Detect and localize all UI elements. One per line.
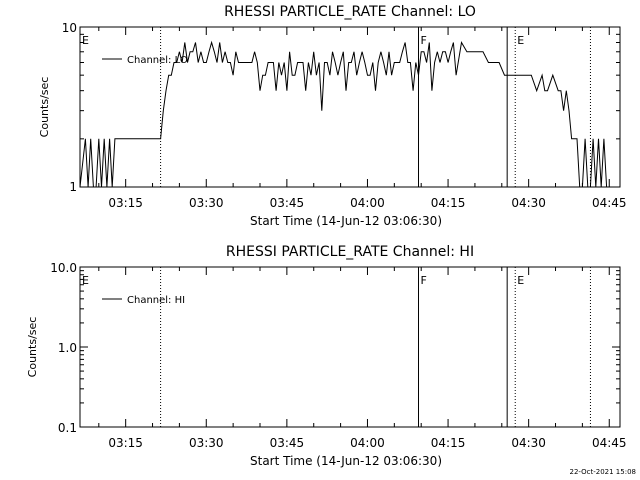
panel-lo-marker-label-2: F: [421, 34, 427, 47]
panel-lo-xtick-label-0: 03:15: [108, 196, 143, 210]
panel-hi-xtick-label-3: 04:00: [350, 436, 385, 450]
panel-lo-ylabel: Counts/sec: [38, 77, 51, 138]
panel-hi-xtick-label-4: 04:15: [431, 436, 466, 450]
panel-lo-xlabel: Start Time (14-Jun-12 03:06:30): [250, 214, 442, 228]
panel-lo-xticks: 03:15 03:30 03:45 04:00 04:15 04:30 04:45: [80, 26, 627, 210]
panel-hi-ytick-0.1: 0.1: [58, 421, 77, 435]
panel-lo-xtick-label-3: 04:00: [350, 196, 385, 210]
panel-lo: RHESSI PARTICLE_RATE Channel: LO Counts/…: [38, 4, 627, 228]
panel-hi-marker-label-4: E: [517, 274, 524, 287]
panel-hi-marker-label-2: F: [421, 274, 427, 287]
panel-lo-axes-frame: [79, 26, 621, 188]
panel-lo-xtick-label-2: 03:45: [270, 196, 305, 210]
panel-hi-xtick-label-2: 03:45: [270, 436, 305, 450]
panel-lo-xtick-label-1: 03:30: [189, 196, 224, 210]
panel-hi-xtick-label-6: 04:45: [592, 436, 627, 450]
panel-lo-series-line: [79, 40, 608, 188]
footer-timestamp: 22-Oct-2021 15:08: [570, 468, 636, 476]
panel-hi-ytick-1.0: 1.0: [58, 341, 77, 355]
panel-hi-ylabel: Counts/sec: [26, 317, 39, 378]
panel-hi-xlabel: Start Time (14-Jun-12 03:06:30): [250, 454, 442, 468]
panel-hi-xtick-label-0: 03:15: [108, 436, 143, 450]
panel-hi-xtick-label-5: 04:30: [511, 436, 546, 450]
panel-lo-ytick-10: 10: [62, 21, 77, 35]
panel-lo-xtick-label-6: 04:45: [592, 196, 627, 210]
panel-lo-legend-label: Channel: LO: [127, 55, 188, 66]
panel-hi-ytick-10.0: 10.0: [50, 261, 77, 275]
panel-lo-title: RHESSI PARTICLE_RATE Channel: LO: [224, 4, 476, 20]
panel-hi-xtick-label-1: 03:30: [189, 436, 224, 450]
panel-lo-ytick-1: 1: [69, 180, 77, 194]
panel-lo-marker-label-4: E: [517, 34, 524, 47]
panel-hi: RHESSI PARTICLE_RATE Channel: HI Counts/…: [26, 244, 627, 468]
panel-lo-xtick-label-5: 04:30: [511, 196, 546, 210]
panel-hi-title: RHESSI PARTICLE_RATE Channel: HI: [226, 244, 474, 260]
panel-lo-xtick-label-4: 04:15: [431, 196, 466, 210]
panel-lo-marker-label-0: E: [82, 34, 89, 47]
panel-hi-legend-label: Channel: HI: [127, 295, 185, 306]
panel-lo-series: [79, 40, 608, 188]
panel-hi-marker-label-0: E: [82, 274, 89, 287]
panel-hi-xticks: 03:15 03:30 03:45 04:00 04:15 04:30 04:45: [80, 266, 627, 450]
